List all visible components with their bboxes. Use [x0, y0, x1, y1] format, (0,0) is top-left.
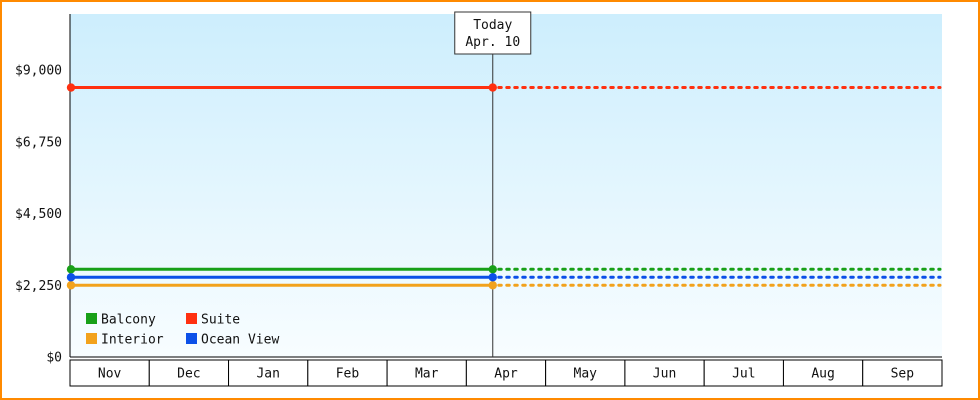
month-label-may: May	[574, 367, 598, 382]
month-cell-may	[545, 359, 626, 387]
month-label-jan: Jan	[256, 367, 279, 382]
y-tick-label-9000: $9,000	[15, 64, 62, 79]
month-cell-apr	[465, 359, 547, 387]
series-start-marker-balcony	[66, 265, 76, 274]
y-tick-label-6750: $6,750	[15, 135, 62, 150]
month-label-mar: Mar	[415, 367, 439, 382]
month-label-dec: Dec	[177, 367, 200, 382]
today-label-line2: Apr. 10	[465, 35, 520, 50]
series-today-marker-interior	[488, 281, 497, 290]
month-cell-aug	[782, 359, 864, 387]
legend-label-suite: Suite	[201, 313, 240, 328]
legend-swatch-balcony	[86, 313, 97, 324]
month-label-jun: Jun	[653, 367, 676, 382]
y-tick-label-0: $0	[46, 351, 62, 366]
today-label-box	[454, 11, 532, 55]
month-label-apr: Apr	[494, 367, 518, 382]
series-today-marker-suite	[488, 83, 497, 92]
month-label-aug: Aug	[811, 367, 834, 382]
legend-label-balcony: Balcony	[101, 313, 156, 328]
month-label-feb: Feb	[336, 367, 360, 382]
y-tick-label-2250: $2,250	[15, 279, 62, 294]
plot-area	[70, 14, 942, 357]
legend-swatch-interior	[86, 333, 97, 344]
month-cell-sep	[862, 359, 943, 387]
series-start-marker-suite	[66, 83, 76, 92]
today-label-line1: Today	[473, 18, 512, 33]
legend-label-interior: Interior	[101, 333, 164, 348]
month-label-nov: Nov	[98, 367, 122, 382]
legend-label-ocean-view: Ocean View	[201, 333, 279, 348]
series-today-marker-balcony	[488, 265, 497, 274]
series-start-marker-interior	[66, 281, 76, 290]
series-start-marker-ocean-view	[66, 273, 76, 282]
month-cell-jun	[624, 359, 705, 387]
y-tick-label-4500: $4,500	[15, 207, 62, 222]
legend-swatch-suite	[186, 313, 197, 324]
legend-swatch-ocean-view	[186, 333, 197, 344]
series-today-marker-ocean-view	[488, 273, 497, 282]
month-label-sep: Sep	[891, 367, 915, 382]
month-label-jul: Jul	[732, 367, 755, 382]
